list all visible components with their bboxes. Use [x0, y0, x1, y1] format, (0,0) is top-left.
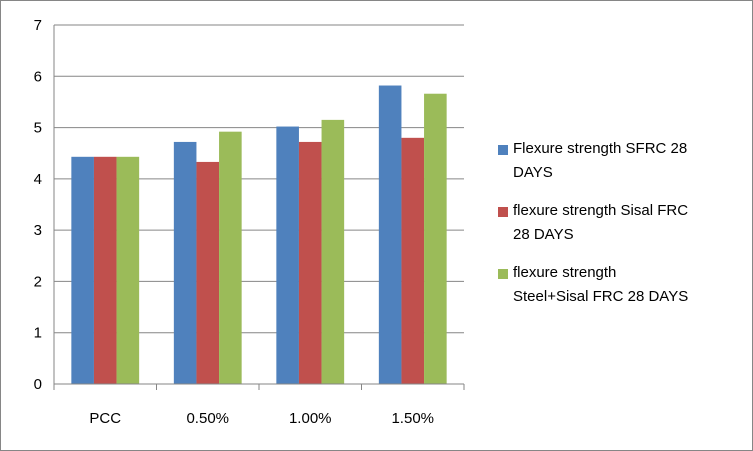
y-tick-label: 7: [34, 17, 42, 34]
y-tick-label: 2: [34, 273, 42, 290]
bars: [71, 85, 447, 385]
bar-series-2-0.50%: [196, 161, 220, 384]
axes: [53, 25, 465, 390]
legend-label: Flexure strength SFRC 28: [513, 140, 687, 157]
legend-label: 28 DAYS: [513, 226, 574, 243]
y-tick-label: 1: [34, 325, 42, 342]
y-tick-label: 6: [34, 68, 42, 85]
legend: Flexure strength SFRC 28 DAYS flexure stre…: [498, 140, 688, 305]
bar-series-3-1.00%: [321, 119, 345, 384]
legend-label: flexure strength: [513, 264, 616, 281]
legend-swatch: [498, 145, 508, 155]
bar-series-1-1.00%: [276, 126, 299, 384]
y-tick-labels: 0 1 2 3 4 5 6 7: [34, 17, 42, 393]
x-tick-label: 1.50%: [391, 410, 434, 427]
bar-series-3-1.50%: [424, 93, 447, 385]
legend-label: Steel+Sisal FRC 28 DAYS: [513, 288, 688, 305]
y-tick-label: 4: [34, 171, 42, 188]
bar-series-2-PCC: [93, 156, 117, 384]
bar-series-2-1.50%: [401, 137, 425, 384]
y-tick-label: 3: [34, 222, 42, 239]
bar-series-1-1.50%: [378, 85, 402, 384]
legend-swatch: [498, 269, 508, 279]
bar-series-1-0.50%: [173, 141, 197, 384]
x-tick-label: PCC: [89, 410, 121, 427]
bar-series-2-1.00%: [298, 141, 322, 384]
legend-label: DAYS: [513, 164, 553, 181]
x-tick-label: 1.00%: [289, 410, 332, 427]
y-tick-label: 5: [34, 120, 42, 137]
legend-label: flexure strength Sisal FRC: [513, 202, 688, 219]
bar-series-1-PCC: [71, 156, 94, 384]
y-tick-label: 0: [34, 376, 42, 393]
bar-series-3-0.50%: [219, 131, 242, 384]
x-tick-label: 0.50%: [186, 410, 229, 427]
bar-series-3-PCC: [116, 156, 140, 384]
legend-swatch: [498, 207, 508, 217]
x-tick-labels: PCC 0.50% 1.00% 1.50%: [89, 410, 434, 427]
